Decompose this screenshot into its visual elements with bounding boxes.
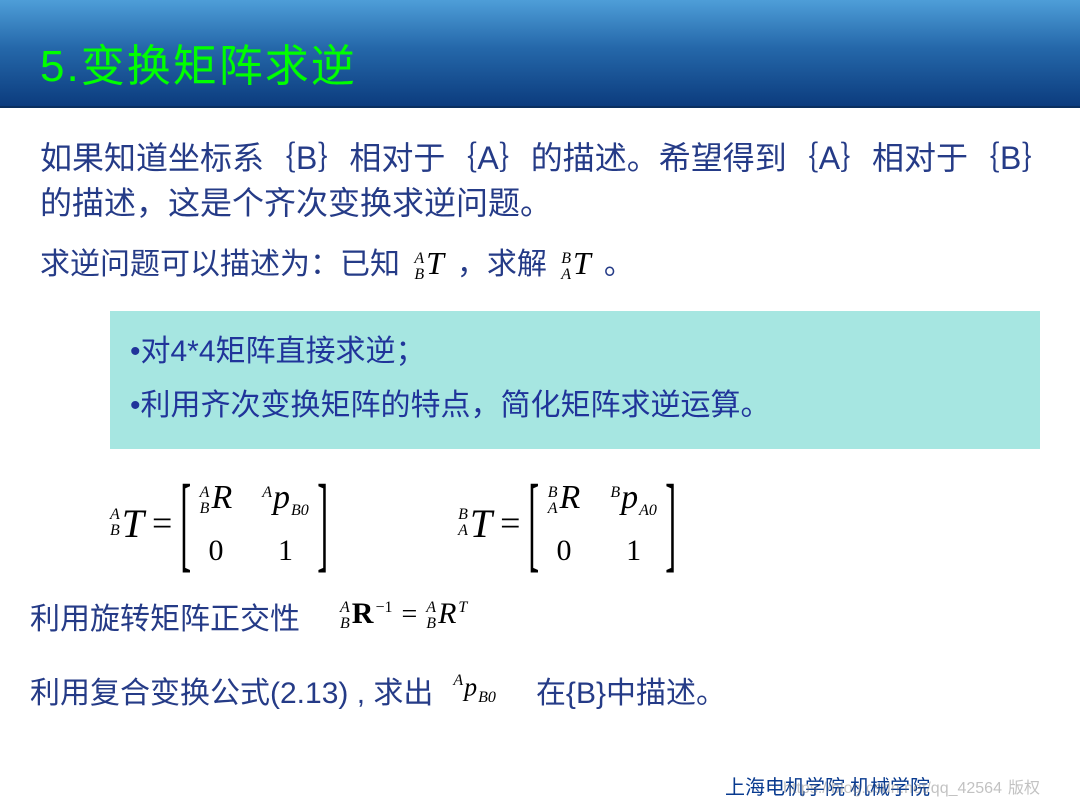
p2-part-c: 。 [604,248,634,281]
symbol-ABT: ABT [414,250,451,281]
left-bracket: [ [529,475,540,571]
slide-content: 如果知道坐标系｛B｝相对于｛A｝的描述。希望得到｛A｝相对于｛B｝的描述，这是个… [0,108,1080,287]
paragraph-1: 如果知道坐标系｛B｝相对于｛A｝的描述。希望得到｛A｝相对于｛B｝的描述，这是个… [40,136,1040,226]
line4-symbol: ApB0 [453,673,496,706]
symbol-BAT: BAT [561,250,598,281]
line-compound: 利用复合变换公式(2.13) , 求出 ApB0 在{B}中描述。 [0,658,1080,712]
right-bracket: ] [317,475,328,571]
right-bracket: ] [665,475,676,571]
equation-1: ABT = [ ABR ApB0 0 1 ] [110,479,328,568]
line3-equation: ABR−1 = ABRT [340,599,467,633]
highlight-box: •对4*4矩阵直接求逆； •利用齐次变换矩阵的特点，简化矩阵求逆运算。 [110,311,1040,449]
line3-text: 利用旋转矩阵正交性 [30,594,300,638]
left-bracket: [ [181,475,192,571]
equation-2: BAT = [ BAR BpA0 0 1 ] [458,479,676,568]
p2-part-b: ，求解 [457,248,547,281]
bullet-1: •对4*4矩阵直接求逆； [130,325,1020,379]
slide-header: 5.变换矩阵求逆 [0,0,1080,108]
line-orthogonal: 利用旋转矩阵正交性 ABR−1 = ABRT [0,594,1080,658]
bullet-2: •利用齐次变换矩阵的特点，简化矩阵求逆运算。 [130,379,1020,433]
equation-row: ABT = [ ABR ApB0 0 1 ] BAT = [ BAR BpA0 … [0,449,1080,594]
paragraph-2: 求逆问题可以描述为：已知 ABT ，求解 BAT 。 [40,242,1040,287]
line4-a: 利用复合变换公式(2.13) , 求出 [30,668,433,712]
slide-title: 5.变换矩阵求逆 [40,30,1080,94]
line4-b: 在{B}中描述。 [536,668,726,712]
p2-part-a: 求逆问题可以描述为：已知 [40,248,400,281]
watermark: https://blog.csdn.net/qq_42564版权 [783,774,1040,798]
